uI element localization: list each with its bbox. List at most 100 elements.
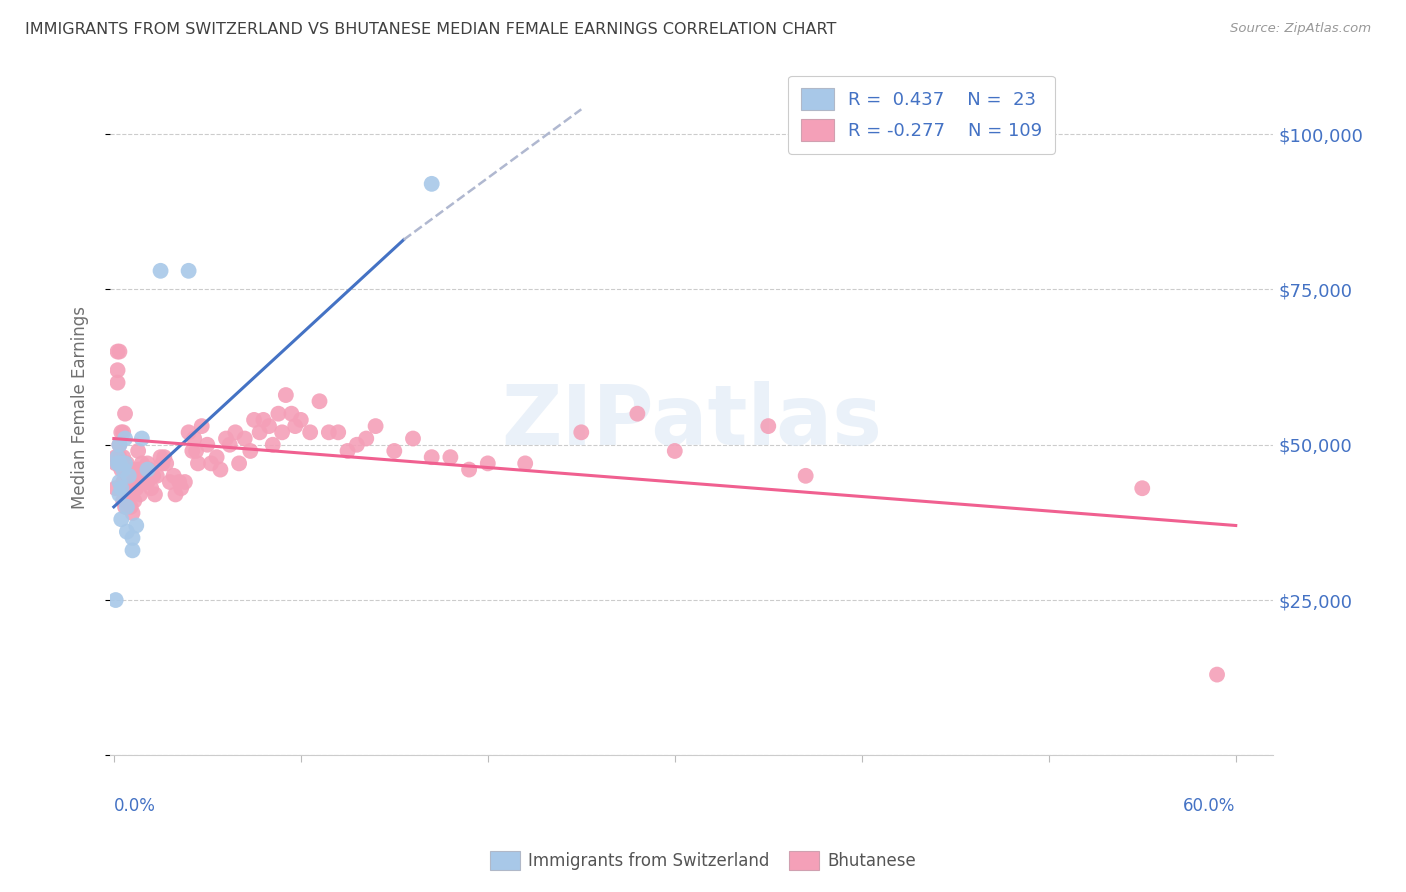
Point <box>143 487 166 501</box>
Point <box>104 481 127 495</box>
Point <box>274 388 297 402</box>
Point <box>420 450 443 465</box>
Point <box>112 462 135 476</box>
Point <box>107 363 129 377</box>
Point <box>114 462 136 476</box>
Point <box>364 419 387 434</box>
Legend: Immigrants from Switzerland, Bhutanese: Immigrants from Switzerland, Bhutanese <box>482 844 924 877</box>
Point <box>118 475 141 489</box>
Point <box>118 468 141 483</box>
Point <box>114 407 136 421</box>
Point <box>127 462 149 476</box>
Point <box>110 512 132 526</box>
Point <box>131 456 153 470</box>
Point <box>118 475 141 489</box>
Point <box>239 444 262 458</box>
Point <box>132 462 155 476</box>
Point <box>107 344 129 359</box>
Point <box>120 500 142 514</box>
Point <box>125 518 148 533</box>
Point <box>121 481 143 495</box>
Point <box>115 468 138 483</box>
Point <box>107 376 129 390</box>
Point <box>173 475 195 489</box>
Point <box>141 481 163 495</box>
Point <box>108 438 131 452</box>
Point <box>402 432 425 446</box>
Point <box>252 413 274 427</box>
Point <box>124 475 146 489</box>
Point <box>420 177 443 191</box>
Text: IMMIGRANTS FROM SWITZERLAND VS BHUTANESE MEDIAN FEMALE EARNINGS CORRELATION CHAR: IMMIGRANTS FROM SWITZERLAND VS BHUTANESE… <box>25 22 837 37</box>
Point <box>136 475 159 489</box>
Point <box>515 456 537 470</box>
Point <box>271 425 294 440</box>
Point <box>195 438 218 452</box>
Point <box>114 456 136 470</box>
Point <box>107 456 129 470</box>
Point <box>308 394 330 409</box>
Point <box>183 432 205 446</box>
Point <box>155 456 177 470</box>
Point <box>152 456 174 470</box>
Point <box>108 450 131 465</box>
Point <box>108 456 131 470</box>
Point <box>228 456 250 470</box>
Text: 0.0%: 0.0% <box>114 797 156 815</box>
Point <box>114 500 136 514</box>
Point <box>149 264 172 278</box>
Point <box>129 487 152 501</box>
Point <box>153 450 176 465</box>
Point <box>121 506 143 520</box>
Point <box>104 450 127 465</box>
Text: ZIPatlas: ZIPatlas <box>501 381 882 462</box>
Point <box>110 481 132 495</box>
Point <box>170 481 193 495</box>
Point <box>112 493 135 508</box>
Point <box>477 456 499 470</box>
Point <box>115 493 138 508</box>
Point <box>224 425 246 440</box>
Point <box>354 432 377 446</box>
Point <box>121 475 143 489</box>
Point <box>127 444 149 458</box>
Point <box>115 524 138 539</box>
Point <box>439 450 461 465</box>
Point <box>794 468 817 483</box>
Point <box>110 425 132 440</box>
Point <box>165 487 187 501</box>
Point <box>243 413 266 427</box>
Point <box>215 432 238 446</box>
Point <box>129 468 152 483</box>
Point <box>218 438 240 452</box>
Point <box>209 462 232 476</box>
Point <box>115 500 138 514</box>
Point <box>177 264 200 278</box>
Point <box>110 462 132 476</box>
Point <box>336 444 359 458</box>
Point <box>1130 481 1153 495</box>
Point <box>267 407 290 421</box>
Text: 60.0%: 60.0% <box>1184 797 1236 815</box>
Point <box>756 419 779 434</box>
Point <box>131 432 153 446</box>
Point <box>108 438 131 452</box>
Point <box>104 456 127 470</box>
Point <box>112 475 135 489</box>
Point <box>136 456 159 470</box>
Point <box>1206 667 1229 681</box>
Point <box>110 456 132 470</box>
Point <box>249 425 271 440</box>
Point <box>290 413 312 427</box>
Point <box>104 593 127 607</box>
Point <box>184 444 207 458</box>
Point <box>257 419 280 434</box>
Point <box>346 438 368 452</box>
Point <box>167 475 190 489</box>
Point <box>136 462 159 476</box>
Point <box>458 462 481 476</box>
Point <box>233 432 256 446</box>
Point <box>108 344 131 359</box>
Point <box>125 468 148 483</box>
Point <box>163 468 186 483</box>
